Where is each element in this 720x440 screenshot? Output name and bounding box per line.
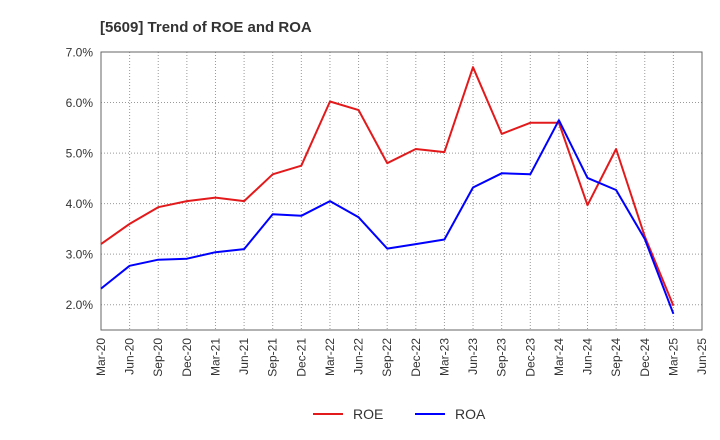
x-tick-label: Dec-24 bbox=[638, 338, 652, 377]
plot-border bbox=[100, 51, 703, 331]
x-tick-label: Mar-23 bbox=[437, 338, 451, 376]
legend: ROE ROA bbox=[313, 406, 486, 422]
x-tick-label: Jun-23 bbox=[466, 338, 480, 375]
x-tick-label: Mar-20 bbox=[94, 338, 108, 376]
x-tick-label: Sep-24 bbox=[609, 338, 623, 377]
x-tick-label: Sep-22 bbox=[380, 338, 394, 377]
grid bbox=[100, 51, 703, 330]
x-tick-label: Dec-22 bbox=[409, 338, 423, 377]
x-tick-label: Dec-21 bbox=[294, 338, 308, 377]
series-line-roe bbox=[100, 66, 675, 307]
series-line-roa bbox=[100, 119, 675, 315]
axes: 2.0% 3.0% 4.0% 5.0% 6.0% 7.0% Mar-20 Jun-20 Sep-… bbox=[66, 46, 709, 377]
x-tick-label: Mar-22 bbox=[323, 338, 337, 376]
legend-label-roa: ROA bbox=[455, 406, 486, 422]
x-tick-label: Sep-23 bbox=[495, 338, 509, 377]
y-tick-label: 3.0% bbox=[66, 248, 94, 262]
legend-label-roe: ROE bbox=[353, 406, 383, 422]
x-tick-label: Jun-24 bbox=[581, 338, 595, 375]
x-tick-label: Jun-25 bbox=[695, 338, 709, 375]
x-tick-label: Dec-23 bbox=[523, 338, 537, 377]
y-tick-label: 6.0% bbox=[66, 96, 94, 110]
y-tick-label: 5.0% bbox=[66, 147, 94, 161]
x-tick-label: Sep-20 bbox=[151, 338, 165, 377]
x-tick-label: Mar-21 bbox=[208, 338, 222, 376]
x-tick-label: Dec-20 bbox=[180, 338, 194, 377]
series-lines bbox=[100, 66, 675, 315]
chart-title: [5609] Trend of ROE and ROA bbox=[100, 19, 312, 36]
x-tick-label: Mar-25 bbox=[666, 338, 680, 376]
x-tick-label: Sep-21 bbox=[266, 338, 280, 377]
y-tick-label: 2.0% bbox=[66, 298, 94, 312]
y-tick-label: 7.0% bbox=[66, 46, 94, 60]
x-tick-label: Mar-24 bbox=[552, 338, 566, 376]
x-tick-label: Jun-22 bbox=[352, 338, 366, 375]
x-tick-label: Jun-20 bbox=[123, 338, 137, 375]
y-tick-label: 4.0% bbox=[66, 197, 94, 211]
x-tick-label: Jun-21 bbox=[237, 338, 251, 375]
